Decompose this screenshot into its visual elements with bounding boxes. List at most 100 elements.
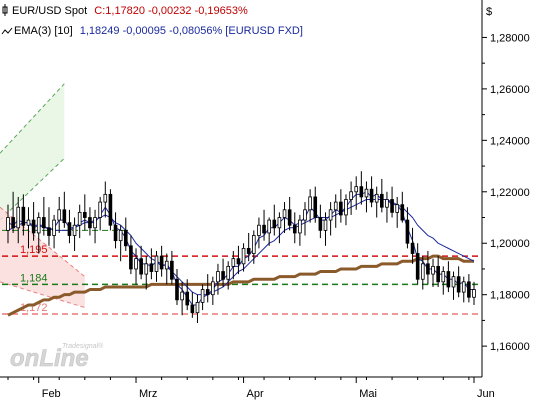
candle [200, 284, 205, 311]
candlestick-icon [2, 4, 8, 16]
watermark-top-text: Tradesignal® [62, 342, 104, 350]
candle [98, 196, 102, 231]
line-indicator-icon [1, 27, 13, 35]
candle [185, 279, 190, 311]
candle [159, 245, 164, 277]
green-channel-lower-line [0, 157, 65, 221]
candle-body [241, 247, 246, 265]
header-line1: EUR/USD Spot C:1,17820 -0,00232 -0,19653… [12, 5, 248, 17]
candle-body [62, 209, 67, 224]
watermark-main-text: onLine [10, 345, 89, 372]
candle-body [31, 219, 36, 234]
candle-body [385, 199, 389, 208]
candle [420, 256, 425, 290]
candle [236, 245, 241, 275]
candle [42, 196, 46, 236]
header-symbol: EUR/USD Spot [12, 5, 87, 17]
candle [113, 212, 118, 249]
level-label: 1,195 [20, 244, 48, 256]
candle [467, 274, 471, 303]
candle [170, 250, 174, 285]
candle [205, 274, 210, 303]
candle-body [436, 265, 440, 283]
candle [72, 217, 77, 251]
candle [323, 212, 328, 246]
candle-body [395, 204, 399, 213]
x-tick-label: Apr [247, 388, 264, 400]
candle [52, 214, 56, 249]
candle-body [380, 193, 384, 208]
y-tick-label: 1,22000 [490, 187, 530, 199]
candle [164, 253, 169, 285]
candle [123, 217, 128, 251]
candle [21, 194, 26, 236]
candle-body [52, 219, 56, 236]
red-channel-area [0, 207, 85, 308]
candle [195, 294, 200, 323]
candle [26, 207, 31, 249]
candle-body [180, 291, 184, 301]
level-label: 1,184 [20, 272, 48, 284]
candle [318, 204, 323, 239]
candle-body [88, 217, 92, 229]
candle-body [277, 217, 282, 229]
candle [221, 258, 225, 287]
candle-body [410, 242, 415, 254]
candle [369, 176, 374, 208]
candle-body [262, 224, 266, 234]
candle-body [21, 206, 26, 226]
candle [390, 186, 394, 218]
candle-body [251, 235, 256, 254]
candle [93, 209, 97, 244]
x-tick-label: Jun [477, 388, 495, 400]
candle-body [272, 219, 277, 229]
candle [333, 194, 338, 228]
red-channel-upper-line [0, 206, 86, 278]
candle [134, 248, 138, 285]
y-tick-label: 1,20000 [490, 238, 530, 250]
candle-body [118, 229, 123, 242]
candle-body [287, 209, 292, 226]
candle [57, 196, 62, 233]
red-channel-lower-line [0, 281, 85, 309]
candle-body [318, 217, 323, 231]
candle [262, 209, 266, 241]
candle-body [236, 258, 241, 265]
candle-body [374, 193, 379, 203]
candle [359, 171, 364, 205]
candle-body [16, 206, 21, 229]
green-channel-upper-line [0, 83, 65, 154]
candle-body [72, 224, 77, 236]
header-quote: C:1,17820 -0,00232 -0,19653% [94, 5, 248, 17]
candle-body [308, 196, 312, 211]
candle-body [461, 281, 466, 293]
candle-body [134, 258, 138, 270]
candle-body [364, 188, 369, 198]
candle-body [154, 255, 159, 272]
currency-symbol: $ [486, 6, 492, 18]
candle [282, 202, 287, 233]
candle [287, 196, 292, 231]
candle-body [205, 289, 210, 296]
candle-body [415, 253, 420, 280]
candle [154, 250, 159, 282]
y-tick-label: 1,16000 [490, 341, 530, 353]
candle-body [139, 258, 143, 275]
candle [292, 212, 297, 244]
candle [180, 281, 184, 316]
candle [374, 186, 379, 218]
green-channel-area [0, 83, 65, 221]
y-tick-label: 1,26000 [490, 84, 530, 96]
candle-body [323, 219, 328, 231]
candle [267, 217, 271, 246]
candle-body [108, 193, 113, 226]
candle-body [200, 289, 205, 303]
candle [431, 258, 435, 287]
candle-body [159, 255, 164, 270]
candle [144, 256, 149, 290]
candle [47, 207, 51, 246]
candle-body [456, 276, 461, 293]
